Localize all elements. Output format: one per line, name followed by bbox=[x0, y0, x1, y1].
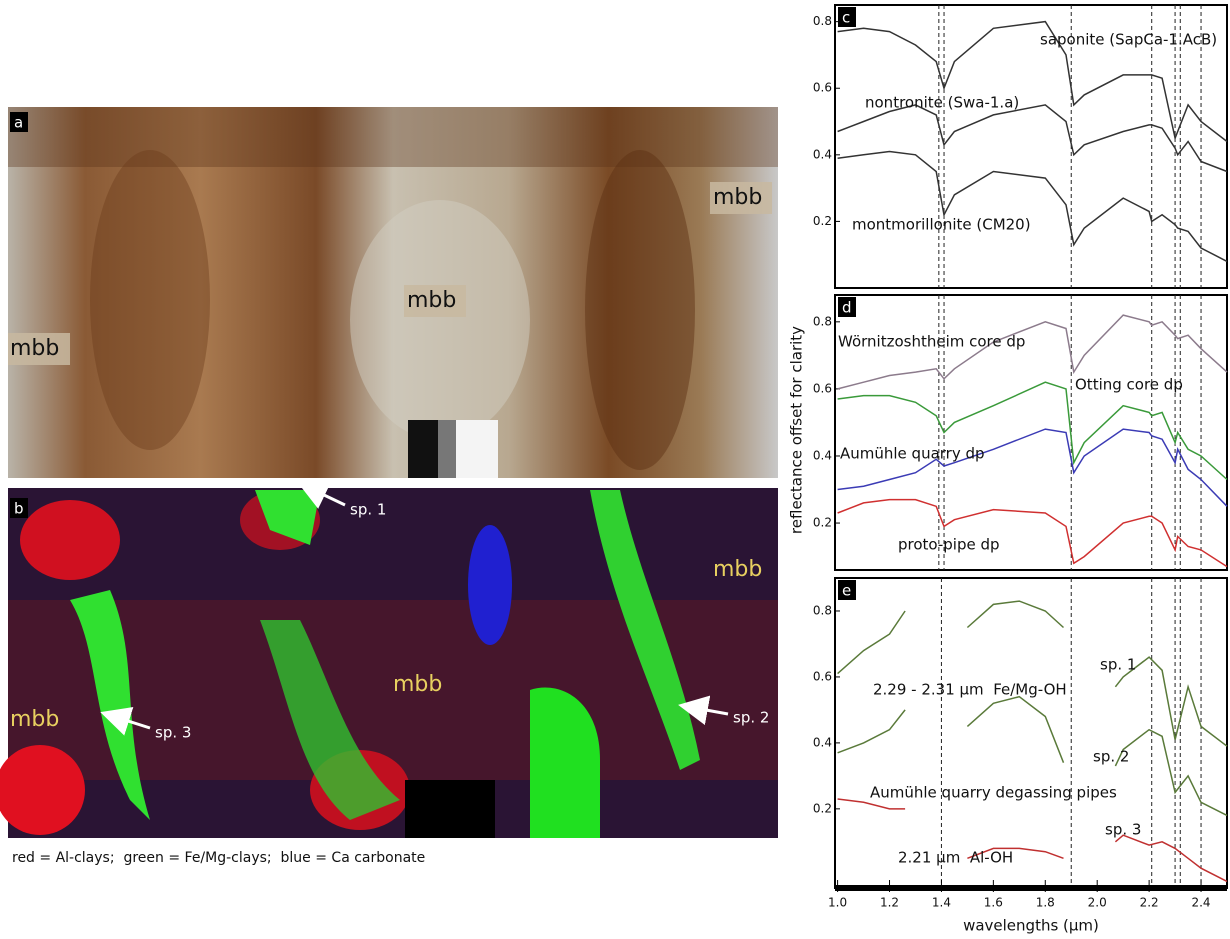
annotation: mbb bbox=[713, 557, 762, 582]
annotation: mbb bbox=[393, 672, 442, 697]
series-label: proto-pipe dp bbox=[898, 536, 1000, 554]
figure: a mbb mbb mbb b sp. 1 sp. 3 sp. 2 mbb mb… bbox=[0, 0, 1230, 939]
panel-label: b bbox=[14, 500, 24, 518]
annotation: mbb bbox=[10, 707, 59, 732]
photo-b bbox=[0, 488, 778, 838]
plot-frame bbox=[835, 578, 1227, 888]
x-axis-bar bbox=[835, 885, 1227, 891]
caption: red = Al-clays; green = Fe/Mg-clays; blu… bbox=[12, 850, 425, 866]
y-tick-label: 0.8 bbox=[813, 14, 832, 28]
panel-label: e bbox=[842, 582, 851, 600]
annotation: sp. 1 bbox=[350, 501, 386, 519]
annotation: sp. 2 bbox=[1093, 748, 1129, 766]
spectrum-line bbox=[838, 500, 1227, 567]
annotation: 2.21 μm Al-OH bbox=[898, 849, 1013, 867]
annotation: Aumühle quarry degassing pipes bbox=[870, 784, 1117, 802]
y-tick-label: 0.2 bbox=[813, 801, 832, 815]
photo-a bbox=[8, 107, 778, 478]
x-axis-label: wavelengths (μm) bbox=[963, 917, 1099, 935]
y-tick-label: 0.6 bbox=[813, 381, 832, 395]
annotation: mbb bbox=[10, 336, 59, 361]
x-tick-label: 2.4 bbox=[1191, 896, 1210, 910]
annotation: mbb bbox=[713, 185, 762, 210]
series-label: Otting core dp bbox=[1075, 376, 1183, 394]
y-axis-label: reflectance offset for clarity bbox=[788, 326, 806, 534]
x-tick-label: 1.2 bbox=[880, 896, 899, 910]
panel-label: a bbox=[14, 114, 23, 132]
x-tick-label: 1.4 bbox=[932, 896, 951, 910]
spectrum-line bbox=[838, 601, 1227, 746]
y-tick-label: 0.4 bbox=[813, 147, 832, 161]
annotation: sp. 3 bbox=[155, 724, 191, 742]
spectrum-line bbox=[838, 105, 1227, 172]
annotation: mbb bbox=[407, 288, 456, 313]
y-tick-label: 0.6 bbox=[813, 81, 832, 95]
y-tick-label: 0.6 bbox=[813, 669, 832, 683]
x-tick-label: 2.0 bbox=[1088, 896, 1107, 910]
spectrum-line bbox=[838, 382, 1227, 479]
y-tick-label: 0.4 bbox=[813, 735, 832, 749]
y-tick-label: 0.2 bbox=[813, 214, 832, 228]
y-tick-label: 0.8 bbox=[813, 603, 832, 617]
x-tick-label: 1.6 bbox=[984, 896, 1003, 910]
y-tick-label: 0.8 bbox=[813, 314, 832, 328]
x-tick-label: 1.8 bbox=[1036, 896, 1055, 910]
panel-label: c bbox=[842, 9, 850, 27]
series-label: nontronite (Swa-1.a) bbox=[865, 94, 1019, 112]
x-tick-label: 1.0 bbox=[828, 896, 847, 910]
series-label: saponite (SapCa-1.AcB) bbox=[1040, 31, 1217, 49]
panel-label: d bbox=[842, 299, 852, 317]
spectrum-line bbox=[838, 152, 1227, 262]
spectrum-line bbox=[838, 429, 1227, 506]
series-label: montmorillonite (CM20) bbox=[852, 216, 1031, 234]
series-label: Aumühle quarry dp bbox=[840, 445, 985, 463]
y-tick-label: 0.2 bbox=[813, 516, 832, 530]
x-tick-label: 2.2 bbox=[1140, 896, 1159, 910]
series-label: Wörnitzoshtheim core dp bbox=[838, 333, 1025, 351]
spectrum-line bbox=[838, 799, 1227, 881]
annotation: sp. 1 bbox=[1100, 656, 1136, 674]
annotation: sp. 3 bbox=[1105, 821, 1141, 839]
annotation: 2.29 - 2.31 μm Fe/Mg-OH bbox=[873, 681, 1067, 699]
annotation: sp. 2 bbox=[733, 709, 769, 727]
y-tick-label: 0.4 bbox=[813, 448, 832, 462]
